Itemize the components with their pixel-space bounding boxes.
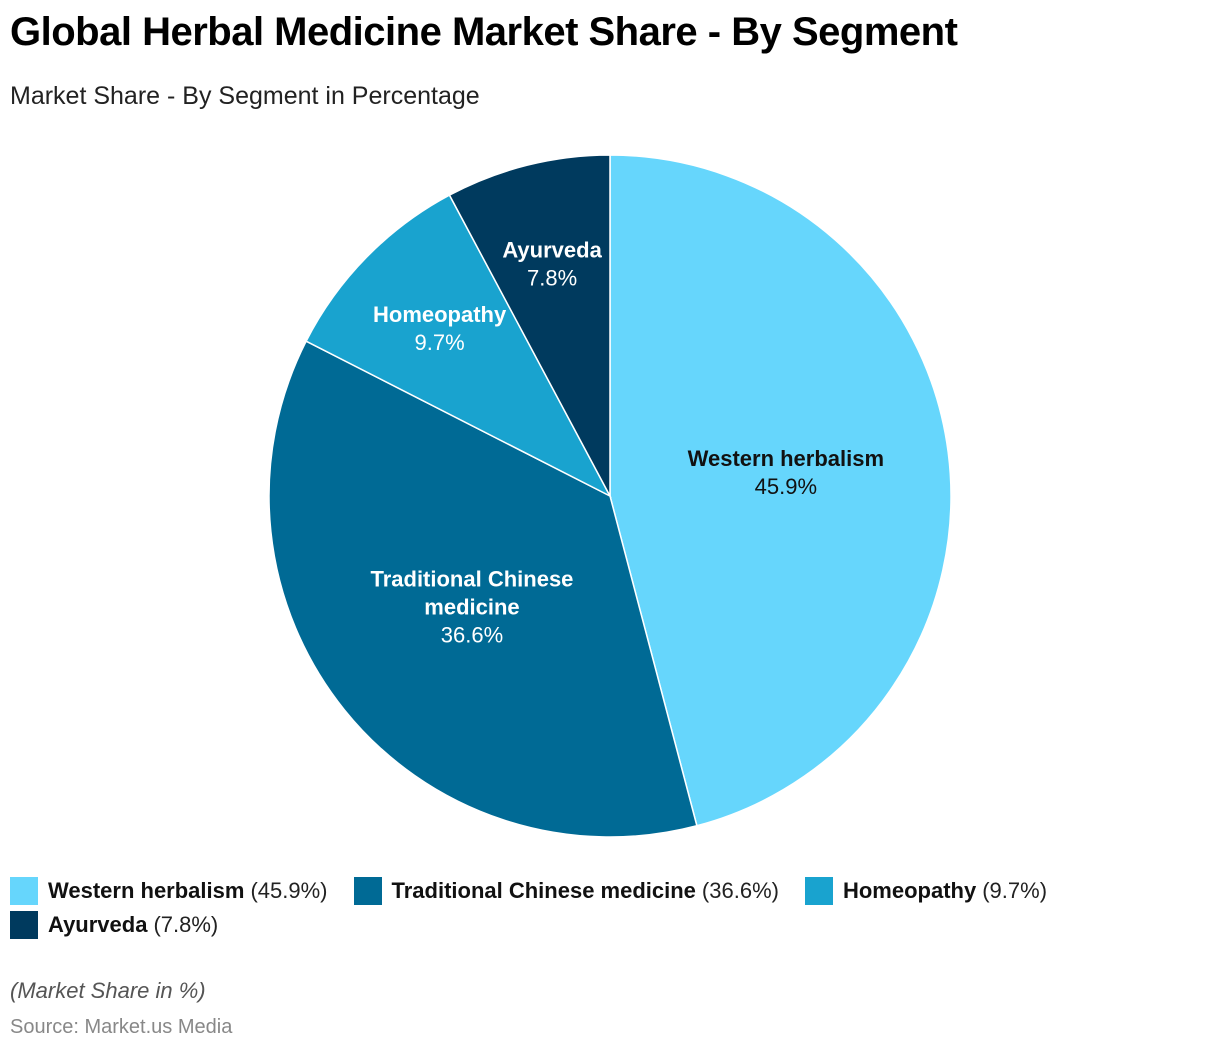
legend-value: (7.8%): [153, 912, 219, 937]
pie-slice-traditional-chinese-medicine: [268, 340, 698, 838]
pie-slice-ayurveda: [448, 154, 611, 497]
chart-source: Source: Market.us Media: [10, 1016, 233, 1038]
slice-label-western-herbalism: Western herbalism 45.9%: [688, 446, 884, 499]
legend-swatch: [10, 911, 38, 939]
slice-label-name: Traditional Chinese: [370, 566, 573, 591]
legend-label: Ayurveda: [48, 912, 148, 937]
legend-item-homeopathy: Homeopathy (9.7%): [804, 876, 1048, 906]
legend-swatch: [353, 877, 382, 905]
legend-value: (9.7%): [982, 878, 1048, 903]
legend-value: (36.6%): [701, 878, 779, 903]
pie-slice-homeopathy: [305, 194, 612, 498]
slice-label-traditional-chinese-medicine: Traditional Chinese medicine 36.6%: [370, 566, 573, 647]
slice-label-value: 45.9%: [755, 474, 817, 499]
pie-slice-western-herbalism: [609, 154, 952, 827]
slice-label-ayurveda: Ayurveda 7.8%: [502, 237, 602, 290]
legend-value: (45.9%): [250, 878, 328, 903]
legend-label: Traditional Chinese medicine: [391, 878, 696, 903]
chart-title: Global Herbal Medicine Market Share - By…: [10, 10, 958, 54]
legend-swatch: [10, 877, 38, 905]
legend-item-western-herbalism: Western herbalism (45.9%): [10, 876, 328, 906]
legend-label: Western herbalism: [48, 878, 245, 903]
slice-label-value: 7.8%: [527, 265, 577, 290]
slice-label-value: 9.7%: [415, 330, 465, 355]
slice-label-value: 36.6%: [441, 622, 503, 647]
legend-item-traditional-chinese-medicine: Traditional Chinese medicine (36.6%): [353, 876, 779, 906]
slice-label-name: medicine: [424, 594, 519, 619]
chart-note: (Market Share in %): [10, 978, 206, 1003]
legend-item-ayurveda: Ayurveda (7.8%): [10, 910, 218, 940]
chart-legend: Western herbalism (45.9%) Traditional Chin…: [10, 876, 1160, 940]
pie-chart: Western herbalism 45.9% Traditional Chines…: [268, 154, 952, 838]
chart-subtitle: Market Share - By Segment in Percentage: [10, 82, 480, 110]
slice-label-name: Homeopathy: [373, 302, 507, 327]
legend-swatch: [804, 877, 833, 905]
slice-label-name: Ayurveda: [502, 237, 602, 262]
legend-label: Homeopathy: [842, 878, 977, 903]
slice-label-name: Western herbalism: [688, 446, 884, 471]
slice-label-homeopathy: Homeopathy 9.7%: [373, 302, 507, 355]
